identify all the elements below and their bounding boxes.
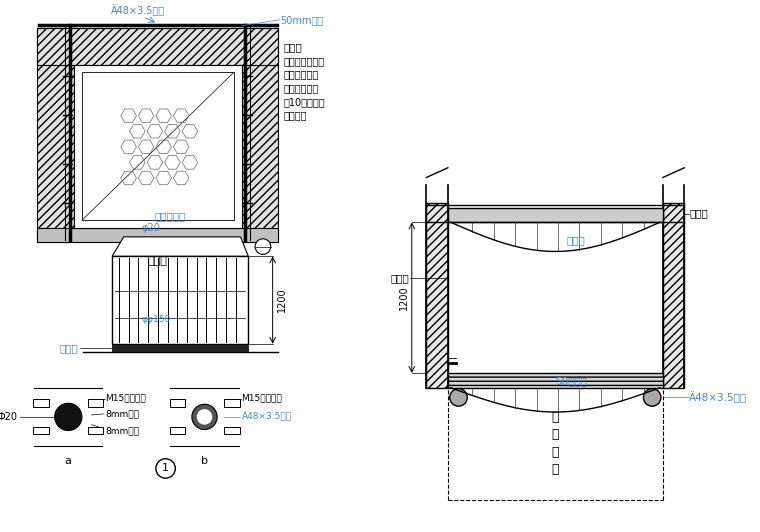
Text: 1200: 1200 [277, 288, 287, 312]
Bar [33, 427, 49, 435]
Text: 50mm间隙: 50mm间隙 [280, 15, 324, 25]
Bar [74, 64, 242, 228]
Text: 8mm钉板: 8mm钉板 [106, 426, 139, 435]
Text: 井: 井 [552, 446, 559, 459]
Text: φφ150: φφ150 [141, 315, 170, 324]
Bar [224, 400, 239, 407]
Text: M15膨胀螺栓: M15膨胀螺栓 [242, 393, 282, 402]
Bar [426, 203, 448, 388]
Text: 1: 1 [162, 463, 169, 473]
Bar [87, 400, 103, 407]
Text: 说明：: 说明： [283, 42, 302, 52]
Bar [448, 373, 663, 388]
Bar [448, 207, 663, 222]
Text: a: a [65, 456, 71, 466]
Bar [112, 256, 249, 344]
Text: 电: 电 [552, 411, 559, 424]
Circle shape [55, 403, 82, 430]
Text: 防护门: 防护门 [148, 256, 168, 267]
Text: 道安全网: 道安全网 [283, 110, 307, 120]
Bar [663, 203, 684, 388]
Text: Ä48×3.5钉管: Ä48×3.5钉管 [111, 4, 166, 16]
Polygon shape [112, 237, 249, 256]
Bar [37, 28, 278, 64]
Bar [37, 28, 74, 242]
Bar [112, 344, 249, 352]
Text: Ä48×3.5钉管: Ä48×3.5钉管 [242, 412, 292, 422]
Text: 50厘木板: 50厘木板 [556, 376, 587, 386]
Text: Φ20: Φ20 [0, 412, 17, 422]
Circle shape [450, 389, 467, 406]
Bar [224, 427, 239, 435]
Bar [169, 427, 185, 435]
Text: 1200: 1200 [399, 285, 409, 310]
Bar [87, 427, 103, 435]
Text: M15膨胀螺栓: M15膨胀螺栓 [106, 393, 146, 402]
Text: 8mm钉板: 8mm钉板 [106, 410, 139, 419]
Text: 每二层（不大: 每二层（不大 [283, 83, 318, 93]
Bar [242, 28, 278, 242]
Circle shape [644, 389, 661, 406]
Text: 坑: 坑 [552, 463, 559, 477]
Circle shape [197, 409, 212, 425]
Bar [37, 228, 278, 242]
Circle shape [255, 239, 271, 254]
Text: 在墙上预留孔，: 在墙上预留孔， [283, 56, 325, 66]
Text: b: b [201, 456, 208, 466]
Text: Ä48×3.5鑉管: Ä48×3.5鑉管 [689, 392, 747, 403]
Circle shape [192, 404, 217, 429]
Text: φ20: φ20 [141, 223, 160, 233]
Text: 穿脚手架管；: 穿脚手架管； [283, 70, 318, 79]
Text: 梯: 梯 [552, 428, 559, 442]
Bar [33, 400, 49, 407]
Bar [82, 72, 234, 220]
Text: 安全网: 安全网 [566, 235, 585, 245]
Bar [169, 400, 185, 407]
Text: 于10米）设一: 于10米）设一 [283, 97, 325, 107]
Text: 施工层: 施工层 [689, 209, 708, 219]
Text: 踢脚板: 踢脚板 [59, 343, 78, 353]
Text: 防护门: 防护门 [390, 273, 409, 283]
Text: 钉筋铁栅门: 钉筋铁栅门 [155, 211, 186, 221]
